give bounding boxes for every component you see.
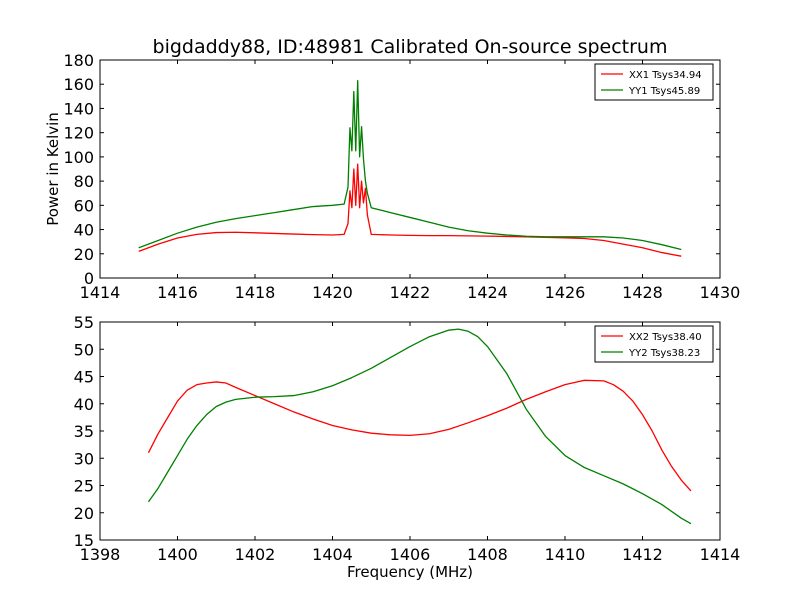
top-x-tick-label: 1418: [235, 283, 276, 302]
top-legend: XX1 Tsys34.94 YY1 Tsys45.89: [594, 63, 714, 101]
bottom-legend-box: [594, 325, 714, 363]
top-x-tick-label: 1428: [622, 283, 663, 302]
bottom-legend-label: YY2 Tsys38.23: [628, 348, 700, 359]
top-y-tick-label: 20: [74, 245, 94, 264]
chart-title: bigdaddy88, ID:48981 Calibrated On-sourc…: [153, 36, 668, 58]
bottom-x-tick-label: 1408: [467, 545, 508, 564]
top-y-axis-label: Power in Kelvin: [44, 112, 62, 226]
bottom-x-tick-label: 1414: [700, 545, 741, 564]
top-legend-label: XX1 Tsys34.94: [629, 70, 702, 81]
top-x-tick-label: 1420: [312, 283, 353, 302]
bottom-y-tick-label: 25: [74, 477, 94, 496]
top-series-line-yy: [138, 79, 682, 251]
top-series-line-xx: [138, 163, 682, 257]
top-x-tick-label: 1430: [700, 283, 741, 302]
top-y-tick-label: 60: [74, 196, 94, 215]
bottom-x-tick-label: 1398: [80, 545, 121, 564]
bottom-x-tick-label: 1402: [235, 545, 276, 564]
bottom-x-tick-label: 1406: [390, 545, 431, 564]
top-x-tick-label: 1426: [545, 283, 586, 302]
top-spectrum-panel: Power in Kelvin 1414 1416 1418 1420 1422 1424…: [44, 51, 740, 302]
bottom-y-tick-label: 35: [74, 422, 94, 441]
top-y-tick-label: 100: [63, 148, 94, 167]
bottom-y-tick-label: 55: [74, 313, 94, 332]
bottom-series-line-yy: [147, 328, 692, 525]
bottom-y-tick-label: 50: [74, 340, 94, 359]
top-y-tick-label: 40: [74, 221, 94, 240]
bottom-series-line-xx: [147, 379, 692, 492]
top-x-tick-label: 1422: [390, 283, 431, 302]
top-y-tick-label: 80: [74, 172, 94, 191]
bottom-y-tick-label: 45: [74, 368, 94, 387]
bottom-x-tick-label: 1412: [622, 545, 663, 564]
bottom-y-tick-label: 20: [74, 504, 94, 523]
bottom-y-tick-label: 30: [74, 449, 94, 468]
bottom-legend: XX2 Tsys38.40 YY2 Tsys38.23: [594, 325, 714, 363]
top-legend-box: [594, 63, 714, 101]
top-y-tick-label: 180: [63, 51, 94, 70]
top-x-tick-label: 1424: [467, 283, 508, 302]
x-axis-label: Frequency (MHz): [347, 563, 473, 581]
bottom-x-tick-label: 1410: [545, 545, 586, 564]
top-y-tick-label: 140: [63, 99, 94, 118]
top-y-tick-label: 120: [63, 124, 94, 143]
top-y-tick-label: 0: [84, 269, 94, 288]
top-x-tick-label: 1416: [157, 283, 198, 302]
top-y-tick-label: 160: [63, 75, 94, 94]
bottom-x-tick-label: 1404: [312, 545, 353, 564]
top-legend-label: YY1 Tsys45.89: [628, 86, 700, 97]
bottom-y-tick-label: 15: [74, 531, 94, 550]
bottom-spectrum-panel: Frequency (MHz) 1398 1400 1402 1404 1406 1408…: [74, 313, 741, 581]
bottom-legend-label: XX2 Tsys38.40: [629, 332, 702, 343]
top-x-tick-label: 1414: [80, 283, 121, 302]
bottom-y-tick-label: 40: [74, 395, 94, 414]
bottom-x-tick-label: 1400: [157, 545, 198, 564]
